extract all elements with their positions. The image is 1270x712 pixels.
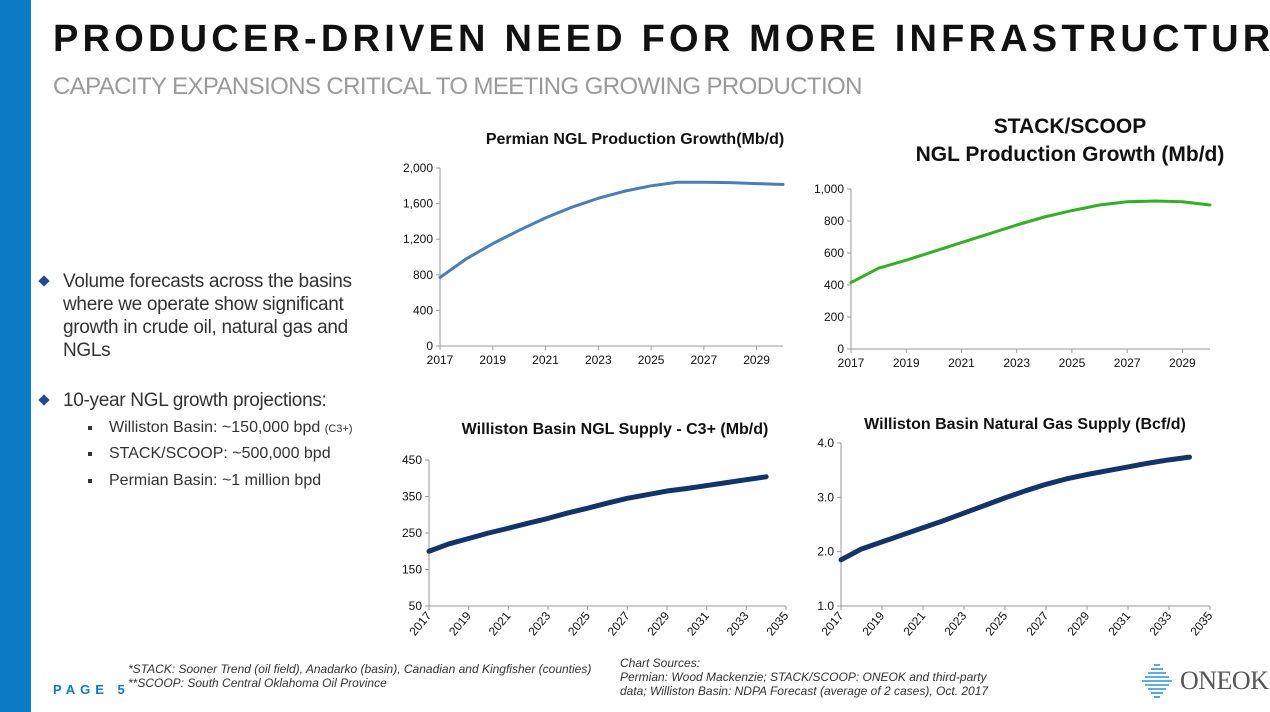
y-tick-label: 400 <box>824 278 844 292</box>
square-bullet-icon <box>88 451 92 456</box>
footnote-scoop: **SCOOP: South Central Oklahoma Oil Prov… <box>128 676 387 690</box>
x-tick-label: 2023 <box>525 609 553 639</box>
y-tick-label: 600 <box>824 246 844 260</box>
x-tick-label: 2029 <box>1064 609 1092 639</box>
y-tick-label: 4.0 <box>817 436 834 450</box>
x-tick-label: 2035 <box>763 609 791 639</box>
x-tick-label: 2017 <box>838 356 865 370</box>
x-tick-label: 2019 <box>446 609 474 639</box>
y-tick-label: 250 <box>402 526 422 540</box>
page-title: PRODUCER-DRIVEN NEED FOR MORE INFRASTRUC… <box>53 18 1270 60</box>
x-tick-label: 2033 <box>1146 609 1174 639</box>
y-tick-label: 2,000 <box>403 161 433 175</box>
x-tick-label: 2027 <box>1114 356 1141 370</box>
oneok-logo: ONEOK <box>1140 662 1269 700</box>
x-tick-label: 2027 <box>1023 609 1051 639</box>
chart-title-permian: Permian NGL Production Growth(Mb/d) <box>485 131 785 148</box>
y-tick-label: 1,600 <box>403 197 433 211</box>
sub-bullet-text: Williston Basin: ~150,000 bpd <box>109 419 321 436</box>
x-tick-label: 2025 <box>565 609 593 639</box>
x-tick-label: 2019 <box>893 356 920 370</box>
x-tick-label: 2027 <box>690 353 717 367</box>
x-tick-label: 2023 <box>941 609 969 639</box>
chart-title-williston-ngl: Williston Basin NGL Supply - C3+ (Mb/d) <box>461 421 769 438</box>
square-bullet-icon <box>88 425 92 430</box>
x-tick-label: 2029 <box>644 609 672 639</box>
x-tick-label: 2029 <box>1169 356 1196 370</box>
sub-bullet-note: (C3+) <box>324 423 353 435</box>
x-tick-label: 2023 <box>585 353 612 367</box>
sub-bullet-text: STACK/SCOOP: ~500,000 bpd <box>109 445 331 462</box>
sources-label: Chart Sources: <box>620 656 701 670</box>
y-tick-label: 3.0 <box>817 490 834 504</box>
y-tick-label: 1.0 <box>817 599 834 613</box>
x-tick-label: 2021 <box>486 609 514 639</box>
sources-line1: Permian: Wood Mackenzie; STACK/SCOOP: ON… <box>620 670 987 684</box>
x-tick-label: 2023 <box>1003 356 1030 370</box>
y-tick-label: 800 <box>824 214 844 228</box>
x-tick-label: 2027 <box>605 609 633 639</box>
x-tick-label: 2025 <box>982 609 1010 639</box>
series-line <box>426 474 769 554</box>
x-tick-label: 2021 <box>532 353 559 367</box>
x-tick-label: 2019 <box>859 609 887 639</box>
x-tick-label: 2025 <box>638 353 665 367</box>
x-tick-label: 2031 <box>1105 609 1133 639</box>
page-number: PAGE 5 <box>53 682 130 697</box>
x-tick-label: 2019 <box>479 353 506 367</box>
y-tick-label: 150 <box>402 563 422 577</box>
x-tick-label: 2029 <box>743 353 770 367</box>
series-line <box>438 180 785 279</box>
bullet-item: 10-year NGL growth projections: <box>38 389 400 412</box>
x-tick-label: 2017 <box>406 609 434 639</box>
page-subtitle: CAPACITY EXPANSIONS CRITICAL TO MEETING … <box>53 73 862 100</box>
series-line <box>849 199 1212 285</box>
accent-sidebar <box>0 0 31 712</box>
series-line <box>838 454 1192 563</box>
x-tick-label: 2031 <box>684 609 712 639</box>
footnote-stack: *STACK: Sooner Trend (oil field), Anadar… <box>128 662 592 676</box>
oneok-diamond-icon <box>1142 664 1172 698</box>
sub-bullet-text: Permian Basin: ~1 million bpd <box>109 472 322 489</box>
logo-text: ONEOK <box>1180 666 1269 695</box>
sub-bullet-item: Permian Basin: ~1 million bpd <box>88 472 321 490</box>
chart-title-stack-line2: NGL Production Growth (Mb/d) <box>915 143 1225 166</box>
sub-bullet-item: STACK/SCOOP: ~500,000 bpd <box>88 445 331 463</box>
square-bullet-icon <box>88 478 92 483</box>
y-tick-label: 800 <box>413 268 433 282</box>
sub-bullet-item: Williston Basin: ~150,000 bpd (C3+) <box>88 419 353 437</box>
y-tick-label: 350 <box>402 490 422 504</box>
x-tick-label: 2025 <box>1059 356 1086 370</box>
chart-title-stack: STACK/SCOOP <box>993 115 1147 138</box>
x-tick-label: 2021 <box>948 356 975 370</box>
x-tick-label: 2021 <box>900 609 928 639</box>
y-tick-label: 1,200 <box>403 232 433 246</box>
y-tick-label: 50 <box>409 599 423 613</box>
sources-line2: data; Williston Basin: NDPA Forecast (av… <box>620 684 989 698</box>
chart-title-williston-gas: Williston Basin Natural Gas Supply (Bcf/… <box>864 416 1186 433</box>
y-tick-label: 2.0 <box>817 545 834 559</box>
y-tick-label: 400 <box>413 303 433 317</box>
bullet-text: 10-year NGL growth projections: <box>63 390 327 411</box>
y-tick-label: 0 <box>837 342 844 356</box>
y-tick-label: 450 <box>402 453 422 467</box>
bullet-text: Volume forecasts across the basins where… <box>63 271 352 361</box>
x-tick-label: 2017 <box>427 353 454 367</box>
x-tick-label: 2035 <box>1187 609 1215 639</box>
y-tick-label: 200 <box>824 310 844 324</box>
y-tick-label: 0 <box>426 339 433 353</box>
y-tick-label: 1,000 <box>814 182 844 196</box>
bullet-item: Volume forecasts across the basins where… <box>38 270 400 362</box>
x-tick-label: 2033 <box>724 609 752 639</box>
x-tick-label: 2017 <box>818 609 846 639</box>
